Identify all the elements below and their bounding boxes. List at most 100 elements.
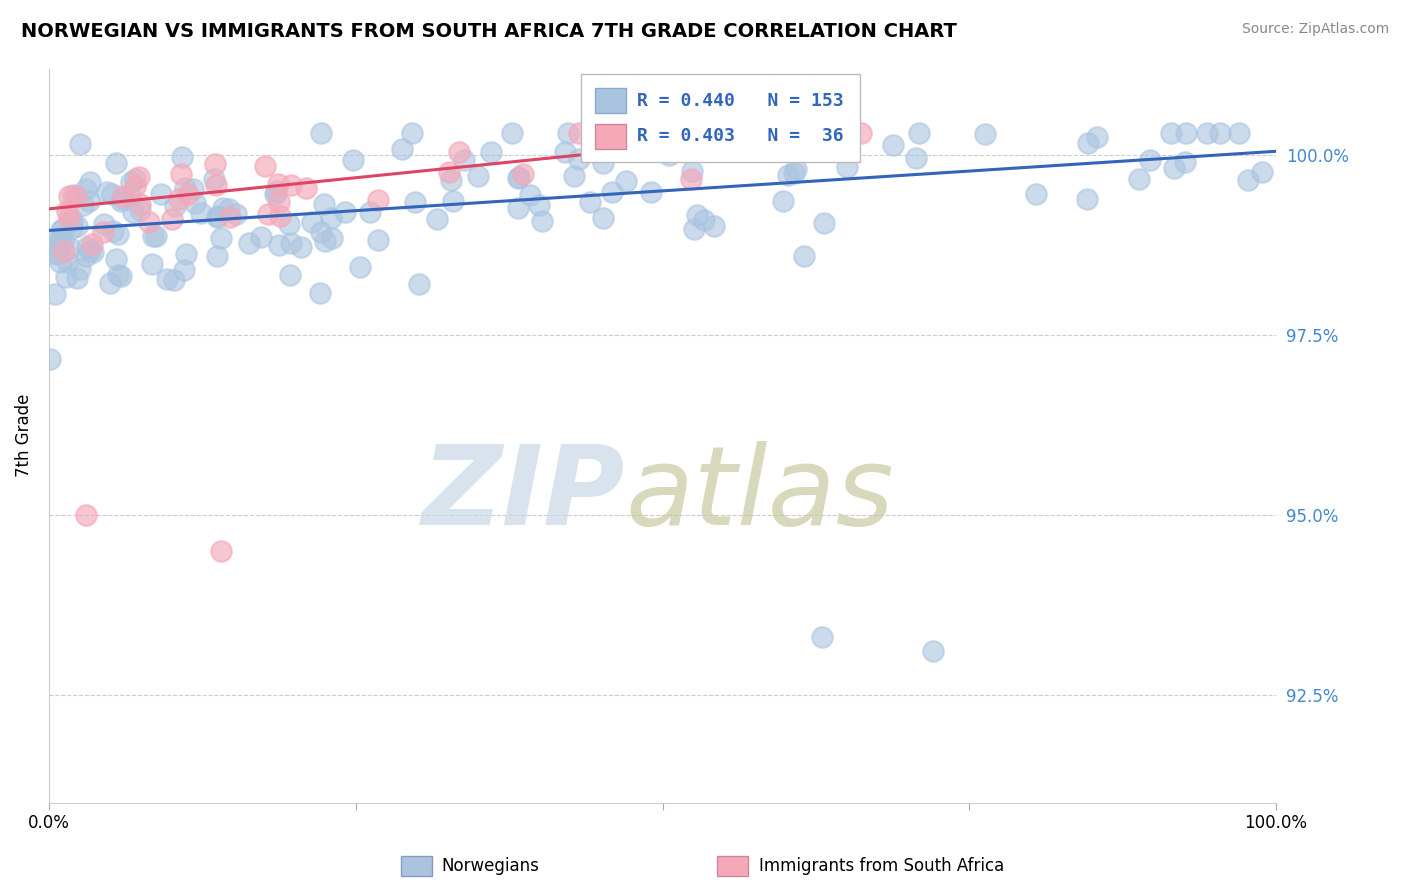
Text: Norwegians: Norwegians <box>441 857 540 875</box>
Point <box>508 170 530 185</box>
Point <box>79 175 101 189</box>
Point <box>173 262 195 277</box>
Point <box>155 271 177 285</box>
Point <box>793 249 815 263</box>
Point <box>1197 126 1219 140</box>
Point <box>408 277 430 291</box>
Point <box>600 186 623 200</box>
Point <box>104 252 127 266</box>
Y-axis label: 7th Grade: 7th Grade <box>15 394 32 477</box>
Point <box>592 156 614 170</box>
Point <box>501 126 523 140</box>
Text: atlas: atlas <box>626 441 894 548</box>
Point <box>813 216 835 230</box>
Point <box>128 197 150 211</box>
Point <box>75 508 97 522</box>
Point <box>263 187 285 202</box>
Point <box>562 169 585 183</box>
Point <box>776 168 799 182</box>
Point <box>225 207 247 221</box>
Point <box>578 194 600 209</box>
Point <box>218 210 240 224</box>
Point <box>42 235 65 250</box>
Point <box>557 126 579 140</box>
Point <box>527 198 550 212</box>
Point <box>269 194 291 209</box>
Point <box>66 270 89 285</box>
Point <box>921 644 943 658</box>
Point <box>849 126 872 140</box>
Point <box>122 205 145 219</box>
Point <box>174 180 197 194</box>
Point <box>46 238 69 252</box>
Point <box>269 209 291 223</box>
Point <box>218 202 240 216</box>
Point <box>391 142 413 156</box>
Point <box>150 186 173 201</box>
Point <box>49 223 72 237</box>
Point <box>614 174 637 188</box>
Point <box>174 247 197 261</box>
Point <box>905 152 928 166</box>
Point <box>683 221 706 235</box>
Point <box>1076 192 1098 206</box>
Point <box>160 211 183 226</box>
Point <box>314 234 336 248</box>
Point <box>294 181 316 195</box>
Point <box>62 188 84 202</box>
Point <box>42 245 65 260</box>
Point <box>177 187 200 202</box>
Point <box>585 131 607 145</box>
Point <box>1209 126 1232 140</box>
Point <box>453 153 475 168</box>
Point <box>367 233 389 247</box>
Point <box>1025 187 1047 202</box>
Point <box>616 126 638 140</box>
Point <box>309 286 332 301</box>
Point <box>312 196 335 211</box>
Point <box>80 237 103 252</box>
Point <box>79 244 101 259</box>
Point <box>204 157 226 171</box>
Text: Immigrants from South Africa: Immigrants from South Africa <box>759 857 1004 875</box>
Point <box>449 145 471 159</box>
Point <box>319 211 342 226</box>
Point <box>52 222 75 236</box>
Point <box>278 268 301 282</box>
Point <box>69 137 91 152</box>
Point <box>124 172 146 186</box>
Point <box>278 217 301 231</box>
Point <box>693 212 716 227</box>
Point <box>120 175 142 189</box>
Text: ZIP: ZIP <box>422 441 626 548</box>
Point <box>170 150 193 164</box>
Point <box>1174 155 1197 169</box>
Point <box>205 178 228 192</box>
Point <box>519 187 541 202</box>
Point <box>44 286 66 301</box>
Point <box>267 177 290 191</box>
Point <box>107 268 129 283</box>
Point <box>404 194 426 209</box>
Point <box>333 204 356 219</box>
Point <box>205 249 228 263</box>
Point <box>56 255 79 269</box>
Point <box>209 543 232 558</box>
Point <box>640 186 662 200</box>
Point <box>209 231 232 245</box>
Point <box>82 245 104 260</box>
Text: NORWEGIAN VS IMMIGRANTS FROM SOUTH AFRICA 7TH GRADE CORRELATION CHART: NORWEGIAN VS IMMIGRANTS FROM SOUTH AFRIC… <box>21 22 957 41</box>
Point <box>59 241 82 255</box>
Point <box>39 351 62 366</box>
Point <box>367 194 389 208</box>
Point <box>107 227 129 242</box>
Point <box>530 214 553 228</box>
Point <box>763 143 786 157</box>
Point <box>101 187 124 202</box>
Point <box>479 145 502 159</box>
Point <box>55 269 77 284</box>
Point <box>437 165 460 179</box>
Point <box>76 240 98 254</box>
Point <box>441 194 464 209</box>
Point <box>72 197 94 211</box>
